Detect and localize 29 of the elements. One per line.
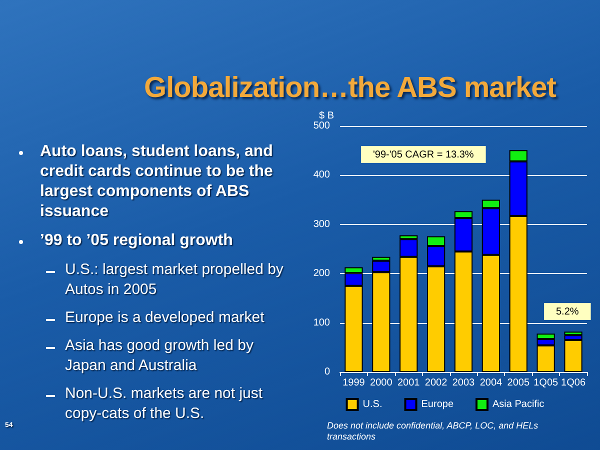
y-tick-label: 0 bbox=[324, 366, 330, 378]
y-tick-label: 500 bbox=[313, 120, 330, 132]
y-tick-label: 300 bbox=[313, 218, 330, 230]
annotation: '99-'05 CAGR = 13.3% bbox=[373, 150, 474, 160]
x-tick-label: 2003 bbox=[452, 378, 476, 388]
text: U.S.: largest market propelled by Autos in 2005 bbox=[65, 260, 284, 300]
legend-label: Europe bbox=[421, 399, 454, 410]
legend-label: Asia Pacific bbox=[492, 399, 544, 410]
x-tick-label: 2000 bbox=[370, 378, 393, 388]
text: Does not include confidential, ABCP, LOC, and HELs transactions bbox=[327, 420, 541, 442]
text: Non-U.S. markets are not just copy-cats of the U.S. bbox=[65, 384, 264, 424]
text: ’99 to ’05 regional growth bbox=[40, 231, 234, 251]
annotation: 5.2% bbox=[556, 306, 579, 318]
y-axis-title: $ B bbox=[318, 110, 334, 122]
y-tick-label: 400 bbox=[313, 170, 330, 181]
x-tick-label: 2004 bbox=[480, 378, 503, 388]
y-tick-label: 200 bbox=[313, 268, 330, 280]
x-tick-label: 1Q05 bbox=[534, 378, 558, 388]
text: Europe is a developed market bbox=[65, 308, 266, 328]
x-tick-label: 1Q06 bbox=[561, 378, 586, 388]
x-tick-label: 2002 bbox=[424, 378, 448, 388]
legend-label: U.S. bbox=[362, 399, 382, 410]
x-tick-label: 1999 bbox=[342, 378, 366, 388]
y-tick-label: 100 bbox=[313, 317, 330, 328]
x-tick-label: 2005 bbox=[507, 378, 530, 388]
text: Asia has good growth led by Japan and Australia bbox=[65, 336, 254, 376]
x-tick-label: 2001 bbox=[397, 378, 420, 388]
chart-title: Globalization…the ABS market bbox=[143, 72, 557, 105]
text: Auto loans, student loans, and credit cards continue to be the largest components of ABS issuance bbox=[40, 142, 274, 222]
